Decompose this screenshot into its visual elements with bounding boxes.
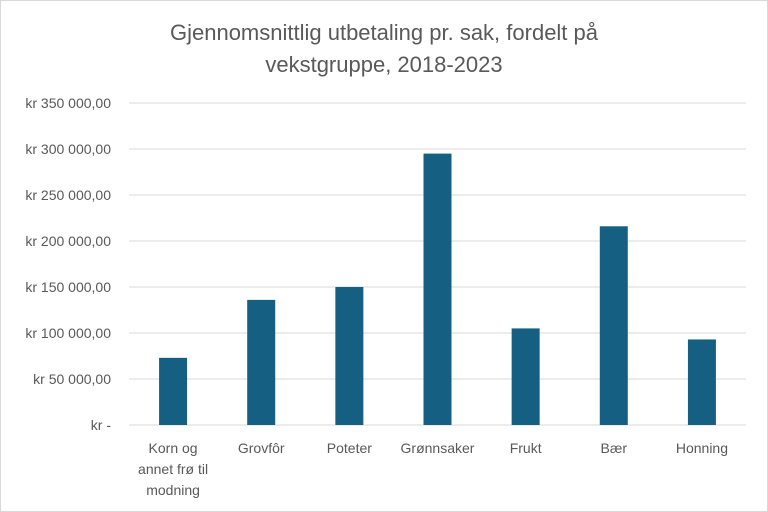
bar	[423, 153, 452, 425]
x-tick-label-line: Poteter	[327, 440, 372, 456]
x-tick-label-line: Grovfôr	[238, 440, 285, 456]
bar	[599, 226, 628, 425]
x-tick-label: Grønnsaker	[401, 440, 475, 456]
bar	[159, 357, 188, 425]
x-tick-label-line: modning	[146, 482, 200, 498]
bar	[511, 328, 540, 425]
y-tick-label: kr 300 000,00	[25, 141, 111, 157]
x-tick-label: Korn og annet frø til modning	[138, 440, 208, 498]
y-tick-label: kr 100 000,00	[25, 325, 111, 341]
chart-title: Gjennomsnittlig utbetaling pr. sak, ford…	[1, 17, 767, 81]
x-tick-label: Poteter	[327, 440, 372, 456]
x-tick-label: Bær	[601, 440, 628, 456]
bar	[335, 287, 364, 425]
x-tick-label-line: Honning	[676, 440, 728, 456]
x-tick-label-line: annet frø til	[138, 461, 208, 477]
chart-title-line-1: Gjennomsnittlig utbetaling pr. sak, ford…	[169, 20, 599, 45]
y-tick-label: kr -	[91, 417, 112, 433]
bar	[247, 299, 276, 425]
x-tick-label-line: Bær	[601, 440, 628, 456]
y-tick-label: kr 350 000,00	[25, 95, 111, 111]
y-tick-label: kr 50 000,00	[33, 371, 111, 387]
y-tick-label: kr 200 000,00	[25, 233, 111, 249]
x-tick-label-line: Grønnsaker	[401, 440, 475, 456]
y-tick-label: kr 250 000,00	[25, 187, 111, 203]
x-tick-label: Grovfôr	[238, 440, 285, 456]
x-tick-label: Honning	[676, 440, 728, 456]
x-tick-label-line: Korn og	[149, 440, 198, 456]
bar	[687, 339, 716, 425]
chart-title-line-2: vekstgruppe, 2018-2023	[265, 52, 503, 77]
x-tick-label-line: Frukt	[510, 440, 542, 456]
y-tick-label: kr 150 000,00	[25, 279, 111, 295]
x-tick-label: Frukt	[510, 440, 542, 456]
